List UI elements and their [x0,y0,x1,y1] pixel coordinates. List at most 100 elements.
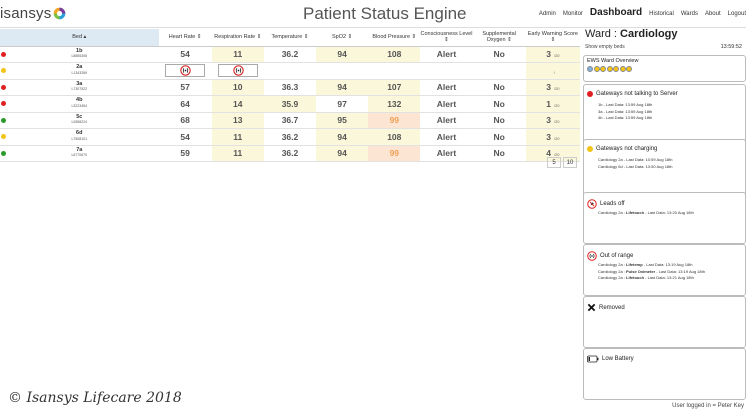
card-line: Cardiology 2a : Pulse Oximeter - Last Da… [598,268,705,274]
table-row[interactable]: 2a L1343289 / [0,62,580,80]
nav-wards[interactable]: Wards [680,11,698,17]
temperature-cell [263,62,317,80]
app-title: Patient Status Engine [303,4,467,23]
bed-cell[interactable]: 4b L3223454 [0,95,159,113]
logo-mark-icon [54,7,66,19]
col-header-ews[interactable]: Early Warning Score ⇕ [525,29,580,47]
card-title: Removed [599,304,625,311]
ews-dot [613,66,619,72]
top-bar: isansys Patient Status Engine Admin Moni… [0,0,746,28]
card-line: 1b - Last Data: 13:59 Aug 18th [598,102,653,107]
heart-rate-cell: 54 [158,128,212,146]
table-row[interactable]: 1b L8855308 54 11 36.2 94 108 Alert No 3/20 [0,46,580,63]
col-header-consciousness[interactable]: Consciousness Level ⇕ [420,29,473,47]
card-title: Gateways not talking to Server [596,91,678,97]
spo2-cell: 94 [316,128,369,146]
ews-dot [600,66,606,72]
out-of-range-card[interactable]: Out of range Cardiology 2a : Lifetemp - … [583,244,746,296]
col-header-spo2[interactable]: SpO2 ⇕ [316,29,369,47]
nav-admin[interactable]: Admin [538,11,556,17]
status-dot-icon [1,117,6,123]
bed-label: 4b [76,97,83,104]
nav-dashboard[interactable]: Dashboard [589,7,643,18]
table-row[interactable]: 3a L7307522 57 10 36.3 94 107 Alert No 3/20 [0,79,580,96]
table-row[interactable]: 4b L3223454 64 14 35.9 97 132 Alert No 1/20 [0,95,580,113]
bed-cell[interactable]: 3a L7307522 [0,79,159,96]
nav-historical[interactable]: Historical [649,11,674,17]
col-header-heart-rate[interactable]: Heart Rate ⇕ [158,29,212,47]
col-header-supplemental-oxygen[interactable]: Supplemental Oxygen ⇕ [472,29,526,47]
consciousness-cell: Alert [420,145,473,162]
show-empty-beds-toggle[interactable]: Show empty beds [585,44,625,50]
removed-card[interactable]: Removed [583,296,746,348]
ews-overview-dots [587,66,632,72]
supplemental-oxygen-cell: No [472,79,526,96]
supplemental-oxygen-cell: No [472,145,526,162]
ews-dot [587,66,593,72]
consciousness-cell: Alert [420,95,473,113]
card-title: Gateways not charging [596,146,658,152]
temperature-cell: 36.2 [263,46,317,63]
blood-pressure-cell: 99 [368,145,421,162]
card-line: Cardiology 2a : Lifetouch - Last Data: 1… [598,275,694,280]
nav-about[interactable]: About [704,11,721,17]
patient-id: L7508101 [71,136,88,141]
temperature-cell: 36.2 [263,145,317,162]
card-line: 4b - Last Data: 13:59 Aug 18th [598,115,653,120]
status-dot-icon [1,134,6,139]
patient-id: L3223454 [71,103,88,108]
spo2-cell: 94 [316,145,369,162]
supplemental-oxygen-cell: No [472,95,526,113]
nav-monitor[interactable]: Monitor [562,11,583,17]
card-title: Low Battery [602,356,634,362]
removed-x-icon [587,303,596,312]
pager-10[interactable]: 10 [563,157,577,168]
main-nav: Admin Monitor Dashboard Historical Wards… [539,7,746,18]
ews-cell: 3/20 [525,46,580,63]
bed-cell[interactable]: 7a L6770670 [0,145,159,162]
temperature-cell: 36.2 [263,128,317,146]
table-row[interactable]: 6d L7508101 54 11 36.2 94 108 Alert No 3/20 [0,128,580,146]
bed-label: 2a [76,64,83,71]
pager: 5 10 [547,157,577,168]
pager-5[interactable]: 5 [547,157,561,168]
bed-cell[interactable]: 2a L1343289 [0,62,159,80]
col-header-blood-pressure[interactable]: Blood Pressure ⇕ [368,29,421,47]
leads-off-card[interactable]: Leads off Cardiology 2a : Lifetouch - La… [583,192,746,244]
ews-dot [606,66,613,72]
nav-logout[interactable]: Logout [727,11,746,17]
ward-panel: Ward : Cardiology Show empty beds 13:59:… [583,28,746,400]
consciousness-cell: Alert [420,46,473,63]
isansys-logo: isansys [0,3,66,23]
blood-pressure-cell: 107 [368,79,421,96]
clock: 13:59:52 [720,44,742,50]
heart-rate-cell: 68 [158,112,212,129]
card-line: 3a - Last Data: 13:59 Aug 18th [598,108,653,114]
bed-cell[interactable]: 5c L0558224 [0,112,159,129]
bed-cell[interactable]: 1b L8855308 [0,46,159,63]
status-dot-icon [1,51,6,57]
col-header-bed[interactable]: Bed ▴ [0,29,159,47]
col-header-respiration-rate[interactable]: Respiration Rate ⇕ [211,29,264,47]
heart-rate-cell [158,62,212,80]
consciousness-cell: Alert [420,128,473,146]
temperature-cell: 35.9 [263,95,317,113]
low-battery-card[interactable]: Low Battery [583,348,746,400]
table-row[interactable]: 5c L0558224 68 13 36.7 95 99 Alert No 3/20 [0,112,580,129]
temperature-cell: 36.3 [263,79,317,96]
bed-label: 7a [76,146,83,153]
card-title: Leads off [600,201,625,207]
blood-pressure-cell: 132 [368,95,421,113]
bed-label: 6d [76,130,83,137]
copyright: © Isansys Lifecare 2018 [8,390,182,406]
table-row[interactable]: 7a L6770670 59 11 36.2 94 99 Alert No 4/20 [0,145,580,162]
bed-label: 1b [76,47,83,54]
bed-cell[interactable]: 6d L7508101 [0,128,159,146]
heart-rate-cell: 59 [158,145,212,162]
respiration-rate-cell: 11 [211,46,264,63]
ews-ward-overview-card[interactable]: EWS Ward Overview [583,55,746,82]
spo2-cell: 94 [316,46,369,63]
ews-cell: 3/20 [525,79,580,96]
col-header-temperature[interactable]: Temperature ⇕ [263,29,317,47]
ews-cell: 1/20 [525,95,580,113]
